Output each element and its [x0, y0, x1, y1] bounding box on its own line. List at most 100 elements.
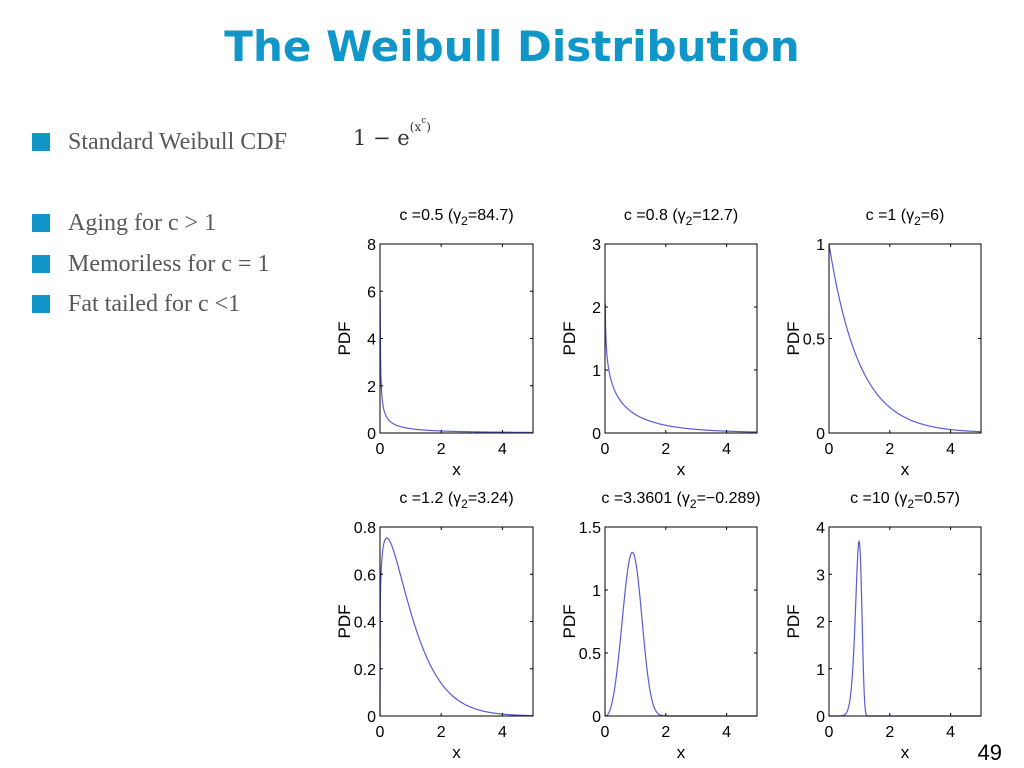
bullet-list: Standard Weibull CDF Aging for c > 1 Mem… — [0, 0, 380, 340]
axes-box — [604, 243, 758, 434]
chart-title: c =0.5 (γ2=84.7) — [399, 207, 513, 228]
y-tick-label: 1 — [816, 237, 825, 254]
y-tick-label: 1 — [816, 662, 825, 679]
x-tick-label: 2 — [885, 441, 894, 458]
y-tick-label: 4 — [816, 520, 825, 537]
chart-title-subscript: 2 — [461, 214, 468, 228]
pdf-curve — [379, 297, 534, 434]
y-tick-label: 3 — [592, 237, 601, 254]
y-tick-label: 4 — [367, 332, 376, 349]
pdf-curve — [604, 303, 758, 433]
formula-exponent: (xc) — [409, 116, 431, 134]
x-tick-label: 4 — [498, 724, 507, 741]
chart-panel: 0 0.2 0.4 0.6 0.8 0 2 4 x PDF c =1.2 (γ2=3.24) — [335, 490, 534, 762]
formula-base: x — [414, 120, 422, 134]
chart-title-suffix: =0.57) — [914, 490, 960, 507]
y-tick-label: 3 — [816, 567, 825, 584]
x-tick-label: 4 — [722, 441, 731, 458]
y-tick-label: 0 — [592, 426, 601, 443]
bullet-item: Aging for c > 1 — [32, 208, 216, 238]
chart-title-subscript: 2 — [686, 214, 693, 228]
y-tick-label: 0.4 — [354, 615, 376, 632]
pdf-curve — [829, 539, 981, 717]
y-tick-label: 2 — [592, 300, 601, 317]
x-tick-label: 2 — [885, 724, 894, 741]
y-tick-label: 2 — [816, 615, 825, 632]
chart-title-subscript: 2 — [461, 497, 468, 511]
y-tick-label: 0.2 — [354, 662, 376, 679]
chart-title-subscript: 2 — [690, 497, 697, 511]
formula-paren-close: ) — [426, 120, 431, 134]
bullet-square-icon — [32, 133, 50, 151]
chart-title-gamma: γ — [678, 207, 686, 224]
y-tick-label: 0.5 — [579, 646, 601, 663]
chart-title-gamma: γ — [899, 490, 907, 507]
bullet-text: Standard Weibull CDF — [68, 128, 287, 155]
y-tick-label: 0 — [592, 709, 601, 726]
chart-title-suffix: =6) — [921, 207, 945, 224]
y-tick-label: 8 — [367, 237, 376, 254]
x-axis-label: x — [452, 743, 461, 762]
chart-title-suffix: =3.24) — [468, 490, 514, 507]
chart-title-suffix: =−0.289) — [697, 490, 761, 507]
bullet-text: Fat tailed for c <1 — [68, 290, 241, 317]
chart-title: c =1 (γ2=6) — [866, 207, 945, 228]
x-tick-label: 0 — [825, 441, 834, 458]
y-tick-label: 6 — [367, 284, 376, 301]
x-tick-label: 4 — [946, 724, 955, 741]
x-tick-label: 0 — [376, 441, 385, 458]
y-tick-label: 2 — [367, 379, 376, 396]
x-tick-label: 2 — [661, 441, 670, 458]
bullet-item: Standard Weibull CDF — [32, 127, 287, 157]
y-axis-label: PDF — [560, 605, 579, 639]
formula-lead: 1 − e — [353, 126, 410, 150]
page-number: 49 — [977, 740, 1002, 765]
chart-title-subscript: 2 — [907, 497, 914, 511]
y-tick-label: 0 — [367, 426, 376, 443]
weibull-cdf-formula: 1 − e(xc) — [353, 116, 431, 150]
y-axis-label: PDF — [784, 605, 803, 639]
bullet-square-icon — [32, 255, 50, 273]
chart-title-prefix: c =1 ( — [866, 207, 907, 224]
y-axis-label: PDF — [335, 605, 354, 639]
bullet-item: Fat tailed for c <1 — [32, 289, 240, 319]
x-tick-label: 2 — [437, 724, 446, 741]
y-tick-label: 0 — [367, 709, 376, 726]
x-tick-label: 0 — [376, 724, 385, 741]
chart-title: c =10 (γ2=0.57) — [850, 490, 960, 511]
chart-title-suffix: =84.7) — [468, 207, 514, 224]
x-tick-label: 4 — [722, 724, 731, 741]
y-tick-label: 0 — [816, 426, 825, 443]
pdf-curve — [379, 537, 534, 717]
formula-paren-open: ( — [409, 120, 415, 134]
pdf-charts-grid: 0 2 4 6 8 0 2 4 x PDF c =0.5 (γ2=84.7) 0 1 2 3 0 2 4 x PDF c… — [335, 207, 982, 762]
axes-box — [379, 526, 534, 717]
chart-title-prefix: c =0.8 ( — [624, 207, 678, 224]
x-tick-label: 4 — [946, 441, 955, 458]
y-tick-label: 0.6 — [354, 567, 376, 584]
bullet-square-icon — [32, 214, 50, 232]
y-tick-label: 1 — [592, 583, 601, 600]
x-axis-label: x — [677, 460, 686, 479]
x-tick-label: 0 — [825, 724, 834, 741]
chart-title-prefix: c =10 ( — [850, 490, 900, 507]
chart-title-gamma: γ — [453, 207, 461, 224]
chart-title-subscript: 2 — [914, 214, 921, 228]
x-axis-label: x — [901, 743, 910, 762]
x-tick-label: 2 — [661, 724, 670, 741]
chart-title-suffix: =12.7) — [692, 207, 738, 224]
x-axis-label: x — [452, 460, 461, 479]
y-tick-label: 0.5 — [803, 332, 825, 349]
y-tick-label: 0.8 — [354, 520, 376, 537]
chart-title-gamma: γ — [906, 207, 914, 224]
axes-box — [604, 526, 758, 717]
chart-title: c =1.2 (γ2=3.24) — [399, 490, 513, 511]
pdf-curve — [604, 551, 757, 717]
formula-inner-exponent: c — [421, 116, 427, 126]
x-tick-label: 0 — [601, 441, 610, 458]
y-axis-label: PDF — [784, 322, 803, 356]
